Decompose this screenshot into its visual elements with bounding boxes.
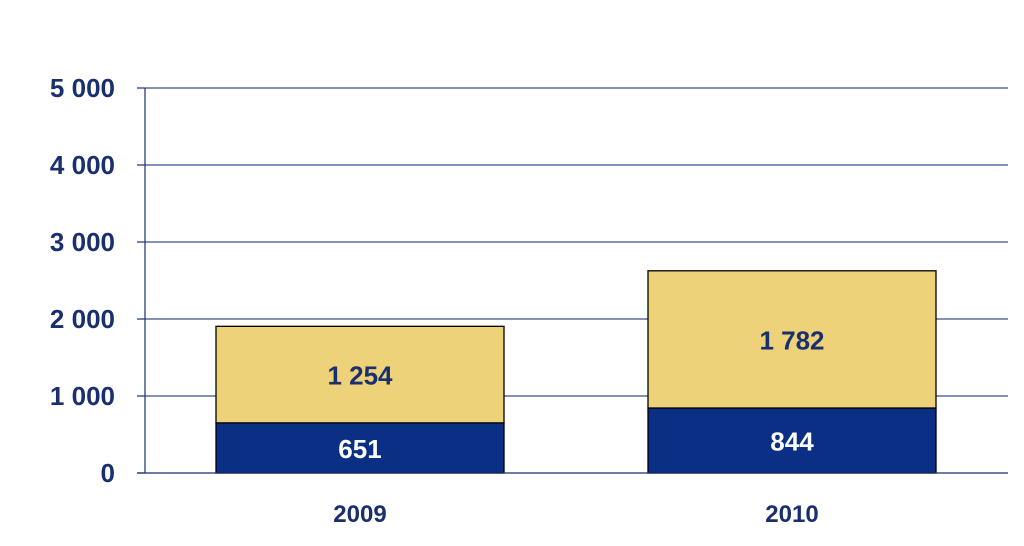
bar-segment-2010-1 <box>647 270 937 409</box>
axes <box>137 87 1008 474</box>
labels: 0 1 000 2 000 3 000 4 000 5 000 651 1 254 2009 84… <box>50 73 825 528</box>
y-tick-label: 1 000 <box>50 381 115 411</box>
data-label: 1 782 <box>759 325 824 355</box>
bars <box>215 270 937 474</box>
y-tick-label: 3 000 <box>50 227 115 257</box>
x-category-label: 2009 <box>333 501 386 528</box>
y-tick-label: 4 000 <box>50 150 115 180</box>
y-tick-label: 2 000 <box>50 304 115 334</box>
y-tick-label: 0 <box>101 458 115 488</box>
data-label: 844 <box>770 427 814 457</box>
bar-segment-2009-0 <box>215 422 505 474</box>
y-tick-label: 5 000 <box>50 73 115 103</box>
bar-segment-2009-1 <box>215 325 505 424</box>
x-category-label: 2010 <box>765 501 818 528</box>
data-label: 651 <box>338 434 381 464</box>
data-label: 1 254 <box>327 361 393 391</box>
